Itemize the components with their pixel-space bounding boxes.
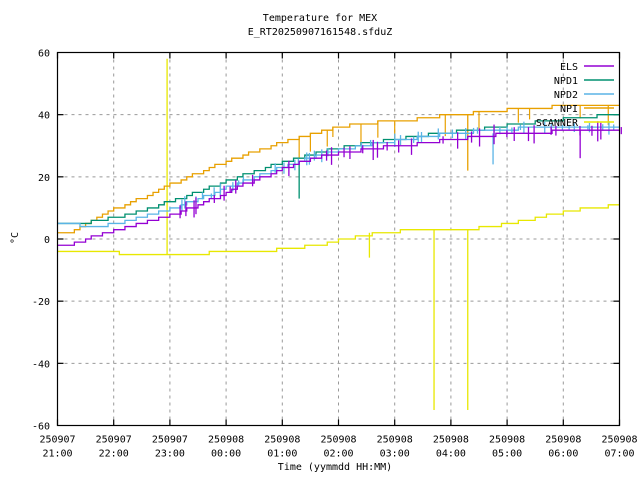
legend: ELS NPD1 NPD2 NPI SCANNER [536, 62, 614, 129]
x-tick-date: 250908 [489, 435, 525, 446]
plot-frame [56, 51, 621, 427]
x-axis-label: Time (yymmdd HH:MM) [278, 462, 392, 473]
gridlines [56, 52, 621, 426]
x-tick-labels: 250907 21:00 250907 22:00 250907 23:00 250908 0… [39, 435, 637, 460]
x-tick-time: 01:00 [267, 449, 297, 460]
y-tick-label: -60 [32, 422, 50, 433]
series-line-npi [57, 104, 620, 234]
x-tick-date: 250908 [545, 435, 581, 446]
x-tick-time: 03:00 [380, 449, 410, 460]
series-curves [57, 104, 622, 256]
y-tick-label: 60 [38, 49, 50, 60]
x-tick-time: 05:00 [492, 449, 522, 460]
x-tick-date: 250908 [264, 435, 300, 446]
x-tick-time: 02:00 [323, 449, 353, 460]
y-tick-label: 40 [38, 111, 50, 122]
x-tick-time: 23:00 [155, 449, 185, 460]
x-tick-time: 00:00 [211, 449, 241, 460]
chart-subtitle: E_RT20250907161548.sfduZ [248, 27, 393, 38]
x-tick-time: 22:00 [99, 449, 129, 460]
y-tick-label: -40 [32, 359, 50, 370]
series-line-els [57, 129, 620, 246]
legend-label-npd1[interactable]: NPD1 [554, 76, 578, 87]
y-tick-label: -20 [32, 297, 50, 308]
y-tick-labels: 60 40 20 0 -20 -40 -60 [32, 49, 50, 433]
x-tick-time: 06:00 [548, 449, 578, 460]
legend-label-npi[interactable]: NPI [560, 104, 578, 115]
y-axis-label: °C [10, 232, 21, 244]
x-tick-date: 250908 [208, 435, 244, 446]
x-tick-date: 250907 [96, 435, 132, 446]
x-tick-date: 250908 [601, 435, 637, 446]
x-tick-date: 250908 [320, 435, 356, 446]
y-tick-label: 0 [44, 235, 50, 246]
legend-label-els[interactable]: ELS [560, 62, 578, 73]
x-tick-time: 07:00 [604, 449, 634, 460]
x-tick-date: 250908 [377, 435, 413, 446]
x-tick-date: 250908 [433, 435, 469, 446]
chart-title: Temperature for MEX [263, 13, 377, 24]
series-line-npd1 [57, 114, 620, 225]
x-tick-time: 04:00 [436, 449, 466, 460]
legend-label-scanner[interactable]: SCANNER [536, 118, 579, 129]
x-tick-date: 250907 [39, 435, 75, 446]
x-tick-date: 250907 [152, 435, 188, 446]
x-tick-time: 21:00 [42, 449, 72, 460]
y-tick-label: 20 [38, 173, 50, 184]
legend-label-npd2[interactable]: NPD2 [554, 90, 578, 101]
noise-spikes [166, 58, 581, 410]
series-line-scanner [57, 204, 620, 256]
